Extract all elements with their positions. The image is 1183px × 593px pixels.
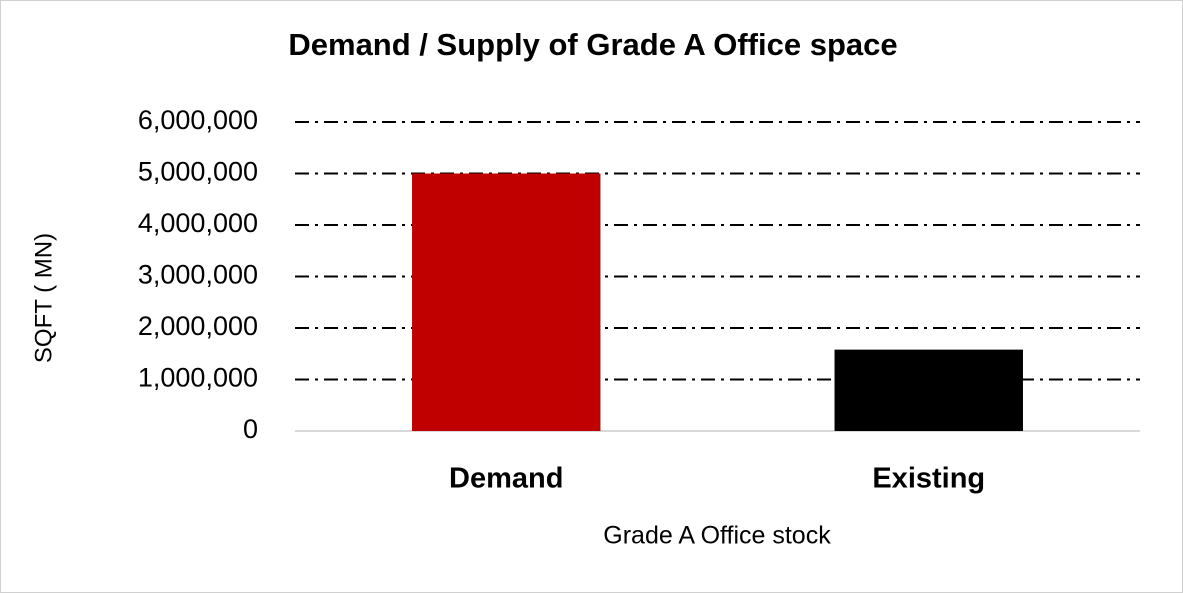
y-tick-label: 4,000,000 (138, 208, 258, 238)
x-axis-title: Grade A Office stock (603, 522, 831, 550)
y-tick-label: 1,000,000 (138, 363, 258, 393)
y-axis-title: SQFT ( MN) (30, 233, 57, 363)
x-tick-label: Existing (872, 463, 985, 495)
y-tick-label: 0 (243, 414, 258, 444)
y-tick-label: 6,000,000 (138, 105, 258, 135)
bar (412, 173, 601, 431)
y-tick-label: 5,000,000 (138, 157, 258, 187)
bar (834, 349, 1023, 431)
y-tick-label: 3,000,000 (138, 260, 258, 290)
chart-title: Demand / Supply of Grade A Office space (288, 27, 897, 62)
y-tick-label: 2,000,000 (138, 311, 258, 341)
x-tick-label: Demand (449, 463, 563, 495)
